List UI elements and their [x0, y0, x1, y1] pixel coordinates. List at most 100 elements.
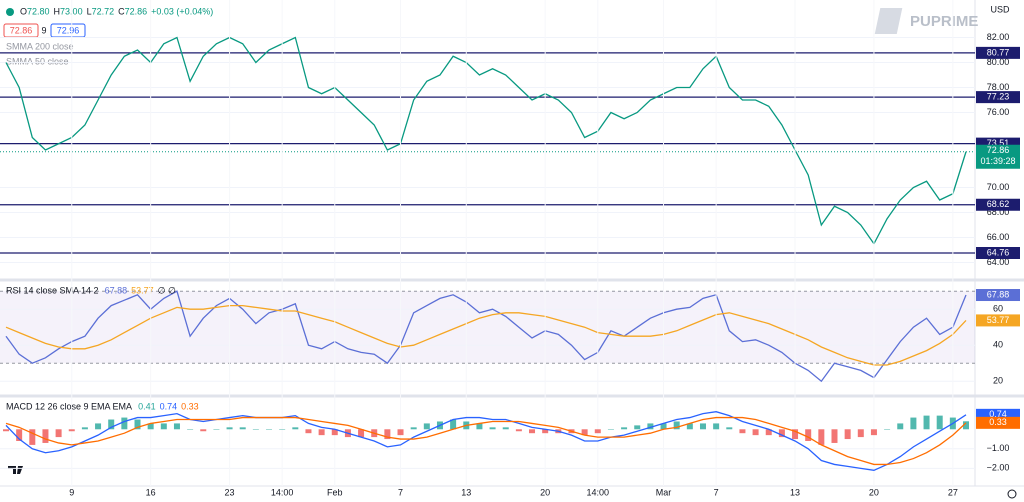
indicator-label: SMMA 50 close	[6, 56, 69, 66]
last-value-box	[976, 144, 1020, 169]
histogram-bar	[634, 425, 641, 430]
histogram-bar	[81, 427, 88, 430]
histogram-bar	[239, 427, 246, 430]
histogram-bar	[331, 429, 338, 436]
last-value-label: 0.33	[989, 417, 1007, 427]
series-line	[5, 411, 967, 471]
histogram-bar	[384, 429, 391, 440]
y-tick-label: 40	[993, 340, 1003, 350]
indicator-value: 0.41	[138, 401, 156, 411]
x-tick-label: 14:00	[271, 487, 294, 497]
ohlc-key: L	[87, 6, 92, 16]
last-value-box	[976, 46, 1020, 59]
x-tick-label: 7	[398, 487, 403, 497]
histogram-bar	[884, 429, 891, 430]
histogram-bar	[55, 429, 62, 438]
ohlc-key: H	[54, 6, 61, 16]
histogram-bar	[923, 415, 930, 430]
histogram-bar	[542, 429, 549, 434]
settings-icon[interactable]	[1007, 489, 1017, 499]
histogram-bar	[42, 429, 49, 443]
series-line	[5, 416, 967, 466]
y-tick-label: 82.00	[987, 32, 1010, 42]
x-tick-label: 14:00	[587, 487, 610, 497]
x-tick-label: Feb	[327, 487, 343, 497]
histogram-bar	[200, 429, 207, 432]
histogram-bar	[213, 429, 220, 430]
histogram-bar	[818, 429, 825, 445]
histogram-bar	[95, 423, 102, 430]
histogram-bar	[68, 429, 75, 432]
series-line	[5, 290, 967, 383]
x-tick-label: 13	[461, 487, 471, 497]
histogram-bar	[134, 419, 141, 430]
histogram-bar	[226, 427, 233, 430]
histogram-bar	[660, 423, 667, 430]
y-tick-label: 64.00	[987, 257, 1010, 267]
last-value-label: 53.77	[987, 315, 1010, 325]
x-tick-label: 16	[146, 487, 156, 497]
y-tick-label: 60	[993, 304, 1003, 314]
histogram-bar	[266, 429, 273, 430]
histogram-bar	[805, 429, 812, 441]
histogram-bar	[423, 423, 430, 430]
histogram-bar	[252, 429, 259, 430]
histogram-bar	[673, 421, 680, 430]
ask: 72.96	[57, 25, 80, 35]
brand: PUPRIME	[910, 13, 978, 30]
x-tick-label: 20	[540, 487, 550, 497]
bar-countdown: 01:39:28	[980, 156, 1015, 166]
histogram-bar	[581, 429, 588, 436]
histogram-bar	[607, 429, 614, 430]
histogram-bar	[476, 423, 483, 430]
histogram-bar	[765, 429, 772, 436]
histogram-bar	[397, 429, 404, 436]
histogram-bar	[726, 427, 733, 430]
histogram-bar	[910, 417, 917, 430]
series-line	[5, 36, 967, 245]
brand-icon	[874, 8, 903, 34]
histogram-bar	[318, 429, 325, 436]
histogram-bar	[108, 419, 115, 430]
ohlc-value: +0.03 (+0.04%)	[151, 6, 213, 16]
last-value-label: 72.86	[987, 145, 1010, 155]
y-tick-label: 76.00	[987, 107, 1010, 117]
last-value-label: 0.74	[989, 409, 1007, 419]
last-value-box	[976, 247, 1020, 259]
histogram-bar	[713, 423, 720, 430]
currency: USD	[990, 4, 1010, 14]
bid: 72.86	[10, 25, 33, 35]
last-value-label: 64.76	[987, 247, 1010, 257]
last-value-box	[976, 198, 1020, 211]
indicator-title: MACD 12 26 close 9 EMA EMA	[6, 401, 132, 411]
series-line	[5, 304, 967, 366]
histogram-bar	[3, 429, 9, 432]
histogram-bar	[358, 429, 365, 438]
histogram-bar	[686, 423, 693, 430]
histogram-bar	[831, 429, 838, 443]
last-value-box	[976, 416, 1020, 429]
ohlc-value: 72.72	[92, 6, 115, 16]
histogram-bar	[279, 429, 286, 430]
y-tick-label: 66.00	[987, 232, 1010, 242]
histogram-bar	[147, 423, 154, 430]
histogram-bar	[647, 423, 654, 430]
indicator-value: 0.74	[160, 401, 178, 411]
y-tick-label: 80.00	[987, 57, 1010, 67]
last-value-box	[976, 314, 1020, 327]
histogram-bar	[778, 429, 785, 438]
histogram-bar	[963, 421, 969, 430]
histogram-bar	[752, 429, 759, 436]
rsi-band	[0, 291, 975, 364]
histogram-bar	[857, 429, 864, 438]
indicator-extra: ∅ ∅	[158, 285, 176, 295]
x-tick-label: 13	[790, 487, 800, 497]
ohlc-value: 72.80	[27, 6, 50, 16]
histogram-bar	[187, 429, 194, 430]
x-tick-label: 23	[225, 487, 235, 497]
indicator-title: RSI 14 close SMA 14 2	[6, 285, 99, 295]
ohlc-key: O	[20, 6, 27, 16]
histogram-bar	[292, 427, 299, 430]
histogram-bar	[844, 429, 851, 440]
